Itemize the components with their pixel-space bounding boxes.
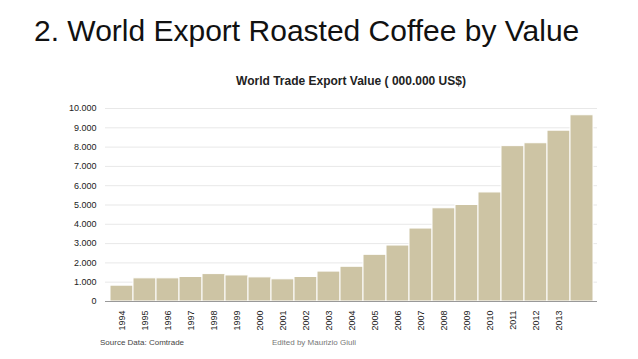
svg-text:2000: 2000: [255, 311, 265, 331]
svg-text:1.000: 1.000: [74, 277, 97, 287]
svg-text:8.000: 8.000: [74, 142, 97, 152]
svg-text:0: 0: [91, 296, 96, 306]
svg-text:2003: 2003: [324, 311, 334, 331]
svg-text:2005: 2005: [370, 311, 380, 331]
html-text:2. World Export Roasted Coffee: 2. World Export Roasted Coffee by Value: [34, 14, 580, 47]
svg-text:1994: 1994: [117, 311, 127, 331]
svg-text:2008: 2008: [439, 311, 449, 331]
svg-text:2.000: 2.000: [74, 258, 97, 268]
html-text:Source Data: Comtrade: Source Data: Comtrade: [100, 338, 184, 347]
svg-text:2004: 2004: [347, 311, 357, 331]
svg-text:2011: 2011: [508, 311, 518, 330]
svg-text:2009: 2009: [462, 311, 472, 331]
html-text:Edited by Maurizio Giuli: Edited by Maurizio Giuli: [272, 338, 356, 347]
svg-text:1999: 1999: [232, 311, 242, 331]
svg-text:4.000: 4.000: [74, 219, 97, 229]
svg-text:1995: 1995: [140, 311, 150, 331]
svg-text:9.000: 9.000: [74, 123, 97, 133]
svg-text:1998: 1998: [209, 311, 219, 331]
svg-text:3.000: 3.000: [74, 238, 97, 248]
svg-text:2007: 2007: [416, 311, 426, 331]
svg-text:2002: 2002: [301, 311, 311, 331]
svg-text:2012: 2012: [531, 311, 541, 331]
svg-text:2013: 2013: [554, 311, 564, 331]
svg-text:1997: 1997: [186, 311, 196, 331]
svg-text:2010: 2010: [485, 311, 495, 331]
svg-text:2006: 2006: [393, 311, 403, 331]
html-text:World Trade Export Value ( 000: World Trade Export Value ( 000.000 US$): [236, 74, 466, 88]
svg-text:7.000: 7.000: [74, 161, 97, 171]
svg-text:1996: 1996: [163, 311, 173, 331]
svg-text:5.000: 5.000: [74, 200, 97, 210]
svg-text:2001: 2001: [278, 311, 288, 331]
svg-text:10.000: 10.000: [69, 103, 97, 113]
svg-text:6.000: 6.000: [74, 181, 97, 191]
